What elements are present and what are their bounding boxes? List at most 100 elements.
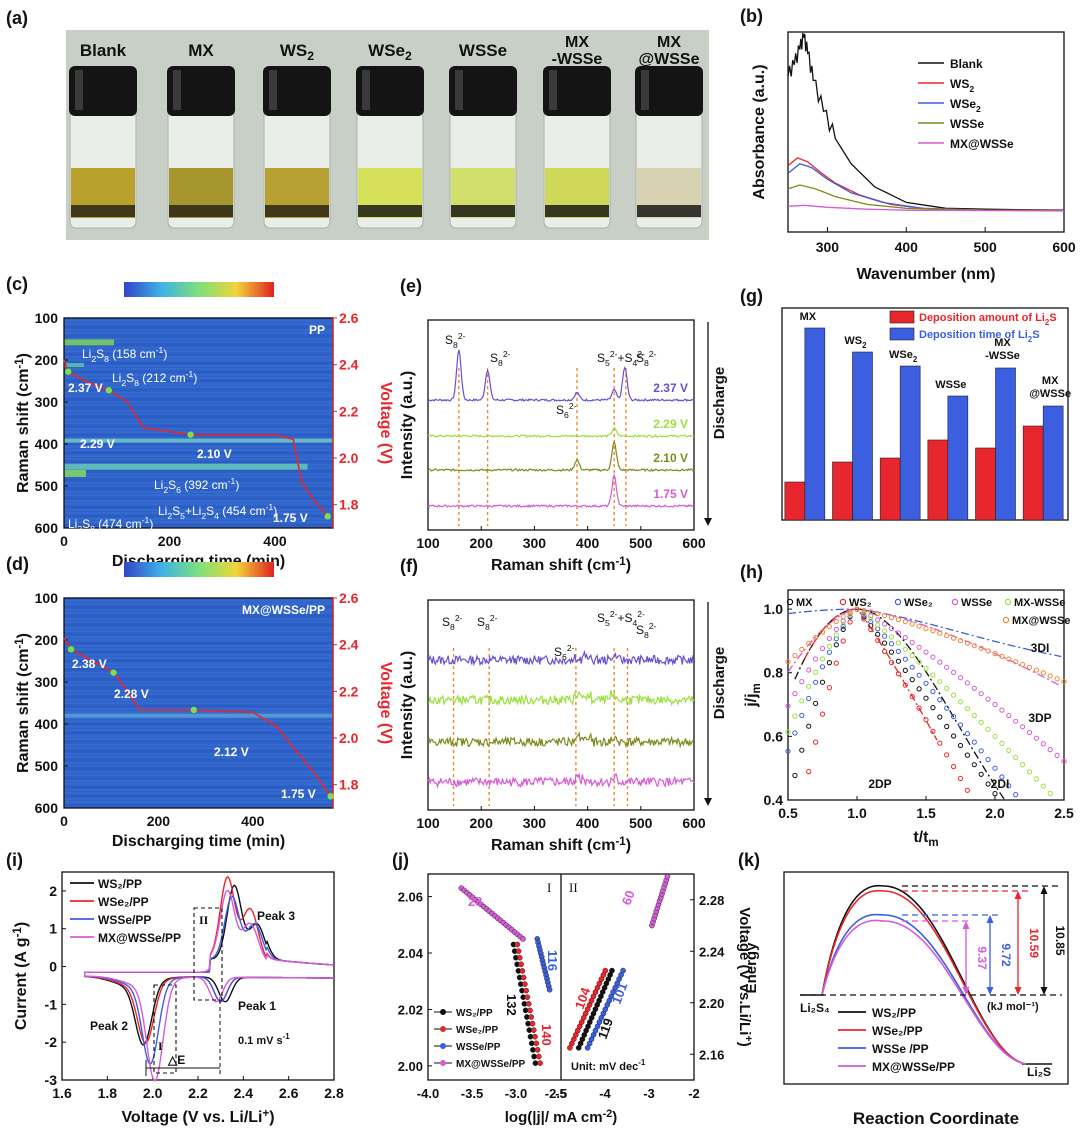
y-tick-label: 200 — [35, 632, 59, 648]
y-tick-label: 2.06 — [398, 890, 423, 905]
vial-label: WS2​ — [280, 41, 314, 63]
data-point — [826, 685, 833, 691]
legend-label: WSSe/PP — [456, 1042, 501, 1053]
bar-time-MX@WSSe — [1042, 405, 1064, 521]
tafel-I-wse2 — [522, 981, 528, 987]
data-point — [882, 640, 888, 646]
data-point — [930, 705, 936, 711]
legend-label: WSSe — [950, 117, 984, 131]
legend-label: WS₂/PP — [98, 877, 142, 891]
plot-frame — [781, 307, 1069, 521]
raman-band — [64, 469, 86, 477]
data-point — [937, 679, 943, 685]
bar-amount-WSe2 — [879, 457, 901, 521]
x-tick-label: 400 — [895, 239, 919, 255]
data-point — [792, 730, 798, 736]
y-tick-label: 100 — [35, 590, 59, 606]
data-point — [971, 643, 977, 649]
data-point — [957, 699, 964, 705]
discharge-arrowhead — [704, 518, 712, 526]
data-point — [902, 635, 908, 641]
data-point — [799, 747, 805, 753]
peak-label: S8​2-​ — [477, 613, 498, 632]
box-I-label: I — [158, 1039, 163, 1053]
data-point — [826, 624, 833, 630]
x-tick-label: 500 — [973, 239, 997, 255]
data-point — [882, 621, 888, 627]
spectrum-4 — [427, 772, 695, 789]
x-tick-label: 2.2 — [188, 1085, 208, 1101]
vial-label-2: -WSSe — [552, 51, 603, 68]
x-axis-label: Discharging time (min) — [112, 833, 285, 850]
unit-label: (kJ mol⁻¹) — [987, 1001, 1039, 1013]
raman-band — [64, 438, 333, 443]
panel-b-chart: 300 400 500 600 Wavenumber (nm) Absorbance (a… — [751, 31, 1076, 283]
plot-frame — [787, 31, 1065, 233]
data-point — [895, 658, 902, 664]
vial-cap-highlight — [641, 70, 649, 110]
data-point — [1020, 661, 1026, 668]
data-point — [1054, 676, 1060, 682]
category-label: WSe2​ — [889, 349, 918, 364]
box-II — [193, 907, 223, 1001]
annotation-peak3: Peak 3 — [257, 909, 295, 923]
panel-label-g: (g) — [740, 286, 763, 306]
data-point — [882, 648, 888, 655]
data-point — [957, 775, 964, 782]
plot-frame — [427, 319, 695, 531]
spectrum-label: 2.10 V — [653, 451, 688, 465]
voltage-marker — [190, 706, 197, 714]
legend-marker — [786, 598, 794, 606]
data-point — [937, 630, 943, 636]
legend-label: WSe₂/PP — [456, 1025, 499, 1036]
tafel-I-wse2 — [518, 961, 524, 968]
y2-tick-label: 2.24 — [699, 944, 725, 959]
data-point — [792, 772, 798, 779]
data-point — [916, 623, 922, 629]
data-point — [875, 622, 881, 628]
y2-tick-label: 2.16 — [699, 1047, 724, 1062]
data-point — [799, 646, 805, 653]
spectrum-4 — [427, 473, 695, 509]
data-point — [792, 713, 798, 719]
category-label: MX — [1042, 375, 1059, 387]
tafel-II-wse2 — [602, 967, 609, 974]
slope-label: 101 — [609, 981, 631, 1007]
model-label: 2DP — [868, 777, 891, 791]
vial-cap — [356, 66, 424, 116]
y-tick-label: 0.8 — [764, 665, 784, 681]
peak-label: S8​2-​ — [490, 349, 511, 368]
data-point — [985, 648, 991, 654]
data-point — [985, 756, 991, 763]
data-point — [799, 712, 805, 719]
x-tick-label: 600 — [682, 535, 706, 551]
data-point — [888, 614, 895, 621]
tafel-I-wse2 — [517, 954, 523, 961]
y-tick-label: -2 — [45, 1034, 58, 1050]
energy-curve-2 — [821, 889, 1027, 1065]
data-point — [895, 630, 902, 636]
legend-marker — [839, 598, 847, 606]
data-point — [1006, 713, 1012, 719]
barrier-value: 9.72 — [999, 943, 1013, 967]
data-point — [1020, 762, 1026, 768]
data-point — [964, 706, 971, 712]
data-point — [813, 669, 819, 675]
tafel-I-wse2 — [523, 987, 530, 994]
data-point — [916, 686, 922, 692]
x-tick-label: 0 — [60, 533, 68, 549]
data-point — [806, 640, 812, 647]
category-label: MX — [994, 337, 1011, 349]
x-tick-label: 200 — [158, 533, 182, 549]
y-axis-label: Raman shift (cm-1​) — [14, 353, 32, 493]
data-point — [806, 695, 812, 702]
legend-swatch — [889, 310, 915, 324]
data-point — [957, 722, 964, 728]
x-tick-label: 600 — [682, 815, 706, 831]
data-point — [944, 664, 950, 670]
tafel-I-wse2 — [519, 968, 526, 974]
data-point — [1047, 747, 1053, 753]
x-tick-label: -4.0 — [417, 1086, 439, 1101]
